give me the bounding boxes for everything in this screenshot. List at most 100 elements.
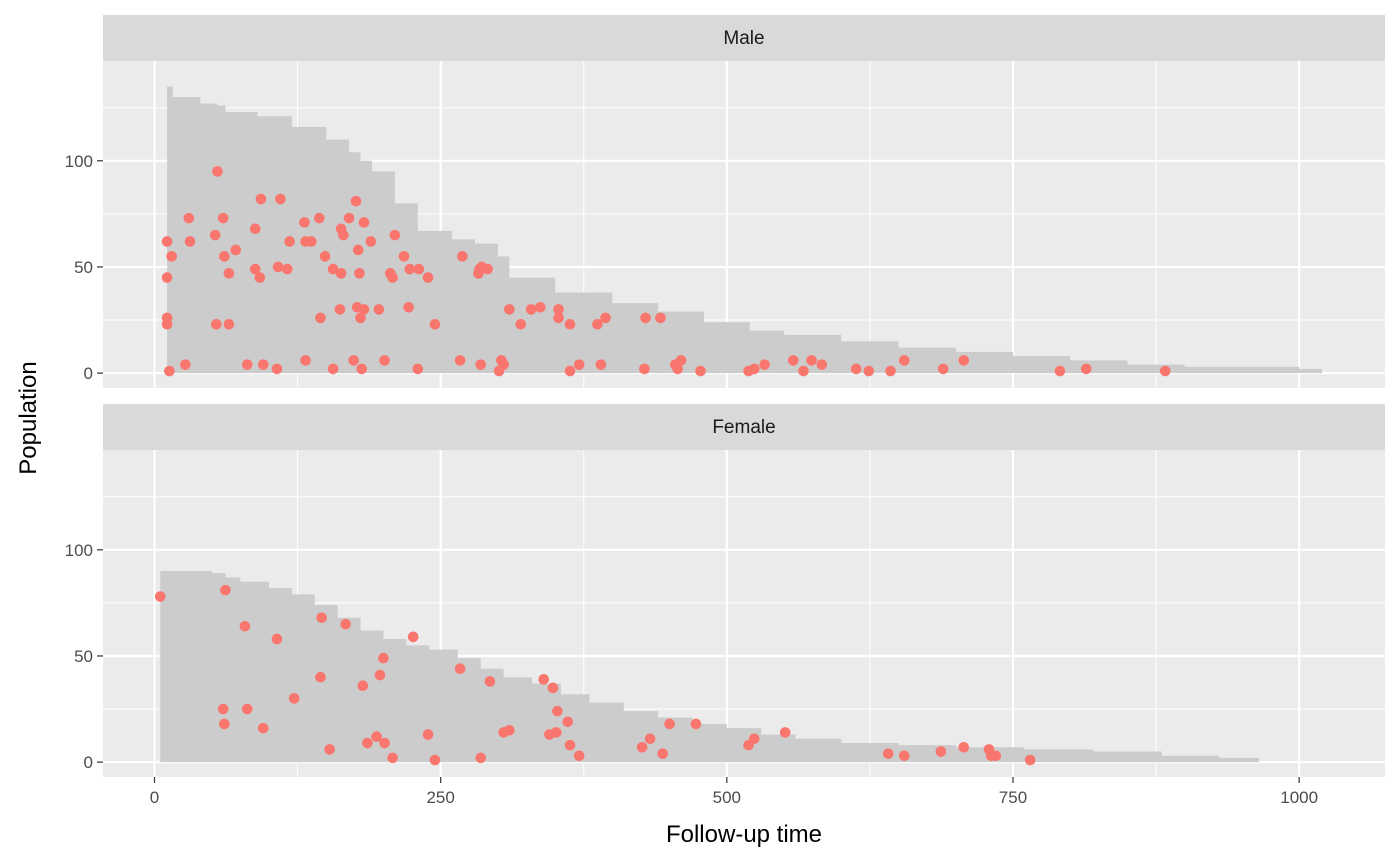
data-point: [212, 166, 223, 177]
data-point: [184, 236, 196, 247]
population-area: [160, 571, 1260, 763]
data-point: [257, 359, 269, 370]
data-point: [882, 748, 894, 759]
data-point: [404, 263, 416, 275]
data-point: [164, 365, 175, 377]
data-point: [334, 304, 346, 315]
data-point: [350, 195, 362, 207]
data-point: [898, 355, 910, 366]
data-point: [355, 312, 366, 324]
data-point: [454, 355, 466, 366]
data-point: [407, 631, 419, 643]
data-point: [422, 272, 434, 283]
data-point: [640, 312, 651, 324]
data-point: [690, 718, 702, 730]
data-point: [990, 750, 1002, 762]
data-point: [314, 212, 325, 224]
data-point: [534, 302, 546, 313]
data-point: [315, 671, 326, 683]
data-point: [504, 724, 515, 736]
data-point: [759, 359, 770, 370]
data-point: [356, 363, 367, 375]
data-point: [482, 263, 493, 275]
y-tick-label: 50: [74, 258, 93, 277]
data-point: [398, 251, 410, 262]
data-point: [241, 703, 253, 715]
data-point: [695, 365, 706, 377]
panels-layer: Male 0 50 100 Female 0 50 100: [65, 15, 1385, 777]
data-point: [343, 212, 355, 224]
data-point: [378, 652, 389, 664]
strip-label-female: Female: [712, 417, 775, 438]
data-point: [281, 263, 293, 275]
data-point: [422, 729, 434, 740]
x-tick-label: 250: [426, 788, 454, 807]
data-point: [254, 272, 266, 283]
data-point: [655, 312, 666, 324]
data-point: [257, 722, 269, 734]
data-point: [850, 363, 862, 375]
data-point: [403, 302, 414, 313]
data-point: [1080, 363, 1092, 375]
strip-label-male: Male: [723, 28, 764, 49]
x-axis: 0 250 500 750 1000: [150, 777, 1318, 807]
data-point: [306, 236, 317, 247]
y-axis-male: 0 50 100: [65, 152, 103, 383]
data-point: [272, 261, 284, 273]
data-point: [779, 727, 791, 738]
data-point: [1024, 754, 1036, 766]
data-point: [958, 741, 970, 753]
data-point: [327, 263, 339, 275]
data-point: [644, 733, 656, 745]
data-point: [504, 304, 515, 315]
data-point: [538, 674, 549, 685]
data-point: [373, 304, 385, 315]
data-point: [365, 236, 377, 247]
data-point: [525, 304, 537, 315]
data-point: [217, 703, 229, 715]
data-point: [550, 727, 562, 738]
data-point: [241, 359, 253, 370]
x-tick-label: 500: [713, 788, 741, 807]
data-points: [154, 584, 1036, 766]
data-point: [371, 731, 382, 742]
data-point: [324, 744, 335, 755]
data-point: [564, 365, 576, 377]
data-point: [1054, 365, 1066, 377]
data-point: [457, 251, 468, 262]
x-tick-label: 750: [999, 788, 1027, 807]
data-point: [161, 318, 173, 330]
data-point: [271, 363, 283, 375]
data-point: [675, 355, 687, 366]
data-point: [389, 229, 401, 241]
data-point: [358, 217, 370, 228]
data-point: [787, 355, 799, 366]
data-point: [553, 312, 564, 324]
data-point: [573, 359, 585, 370]
data-point: [352, 244, 364, 256]
data-point: [379, 355, 390, 366]
data-point: [354, 268, 365, 279]
panel-male: Male 0 50 100: [65, 15, 1385, 388]
y-axis-female: 0 50 100: [65, 541, 103, 772]
data-point: [387, 272, 398, 283]
data-point: [300, 355, 311, 366]
data-point: [219, 718, 230, 730]
data-points: [161, 166, 1171, 377]
data-point: [935, 746, 947, 757]
data-point: [600, 312, 611, 324]
data-point: [863, 365, 875, 377]
data-point: [161, 272, 173, 283]
data-point: [749, 733, 760, 745]
data-point: [217, 212, 229, 224]
data-point: [275, 193, 286, 205]
y-axis-title: Population: [15, 361, 42, 474]
data-point: [639, 363, 650, 375]
data-point: [357, 680, 369, 691]
data-point: [547, 682, 559, 694]
data-point: [749, 363, 760, 375]
data-point: [288, 693, 300, 704]
data-point: [284, 236, 295, 247]
data-point: [249, 263, 261, 275]
